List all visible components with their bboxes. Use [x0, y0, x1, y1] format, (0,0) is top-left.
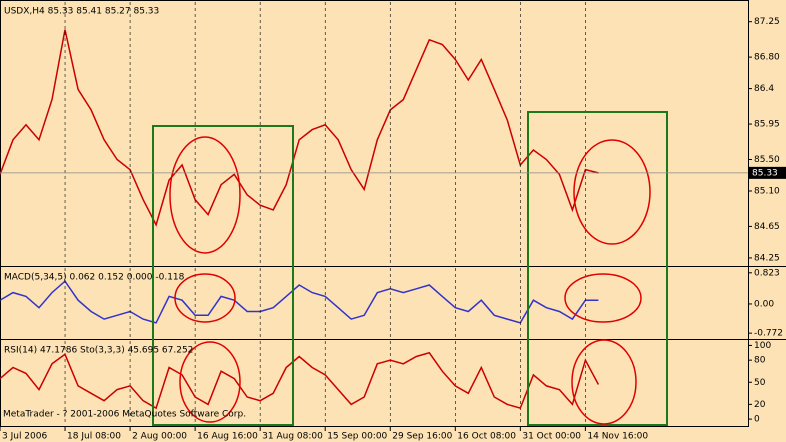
y-tick-label: 87.25	[754, 17, 780, 27]
y-tick-label: 80	[754, 356, 766, 366]
x-tick-label: 15 Sep 00:00	[327, 432, 387, 442]
x-tick-label: 2 Aug 00:00	[132, 432, 187, 442]
panel-title: MACD(5,34,5) 0.062 0.152 0.000 -0.118	[4, 273, 185, 283]
y-tick-label: 85.10	[754, 186, 780, 196]
y-tick-label: 86.4	[754, 84, 774, 94]
y-tick-label: 0	[754, 415, 760, 425]
x-tick-label: 14 Nov 16:00	[587, 432, 648, 442]
y-tick-label: 50	[754, 378, 766, 388]
y-tick-label: 20	[754, 400, 766, 410]
plot-border	[0, 0, 749, 427]
x-tick-label: 29 Sep 16:00	[392, 432, 452, 442]
highlight-ellipse	[169, 136, 241, 254]
highlight-box	[152, 125, 294, 426]
y-tick-label: 84.65	[754, 222, 780, 232]
y-tick-label: 85.50	[754, 155, 780, 165]
x-tick-label: 31 Oct 00:00	[522, 432, 581, 442]
annotations	[152, 111, 668, 426]
y-tick-label: 86.80	[754, 53, 780, 63]
y-tick-label: -0.772	[754, 329, 783, 339]
x-tick-label: 18 Jul 08:00	[67, 432, 121, 442]
y-tick-label: 0.823	[754, 268, 780, 278]
x-tick-label: 16 Oct 08:00	[457, 432, 516, 442]
highlight-ellipse	[571, 339, 637, 425]
highlight-ellipse	[174, 273, 236, 323]
series-line	[0, 29, 599, 227]
annotation: MetaTrader - ? 2001-2006 MetaQuotes Soft…	[3, 410, 246, 420]
panel-title: USDX,H4 85.33 85.41 85.27 85.33	[4, 7, 159, 17]
x-tick-label: 31 Aug 08:00	[262, 432, 323, 442]
series-line	[0, 351, 600, 410]
y-tick-label: 85.95	[754, 120, 780, 130]
series-line	[0, 280, 599, 324]
x-tick-label: 16 Aug 16:00	[197, 432, 258, 442]
y-tick-label: 100	[754, 341, 771, 351]
highlight-box	[527, 111, 668, 426]
highlight-ellipse	[564, 273, 642, 323]
x-tick-label: 3 Jul 2006	[2, 432, 47, 442]
current-price-label: 85.33	[752, 168, 778, 178]
y-tick-label: 0.00	[754, 299, 774, 309]
panel-title: RSI(14) 47.1786 Sto(3,3,3) 45.695 67.252	[4, 346, 193, 356]
y-tick-label: 84.25	[754, 253, 780, 263]
highlight-ellipse	[179, 341, 241, 423]
highlight-ellipse	[573, 139, 651, 245]
frame	[0, 0, 786, 427]
current-price-box	[749, 166, 786, 179]
